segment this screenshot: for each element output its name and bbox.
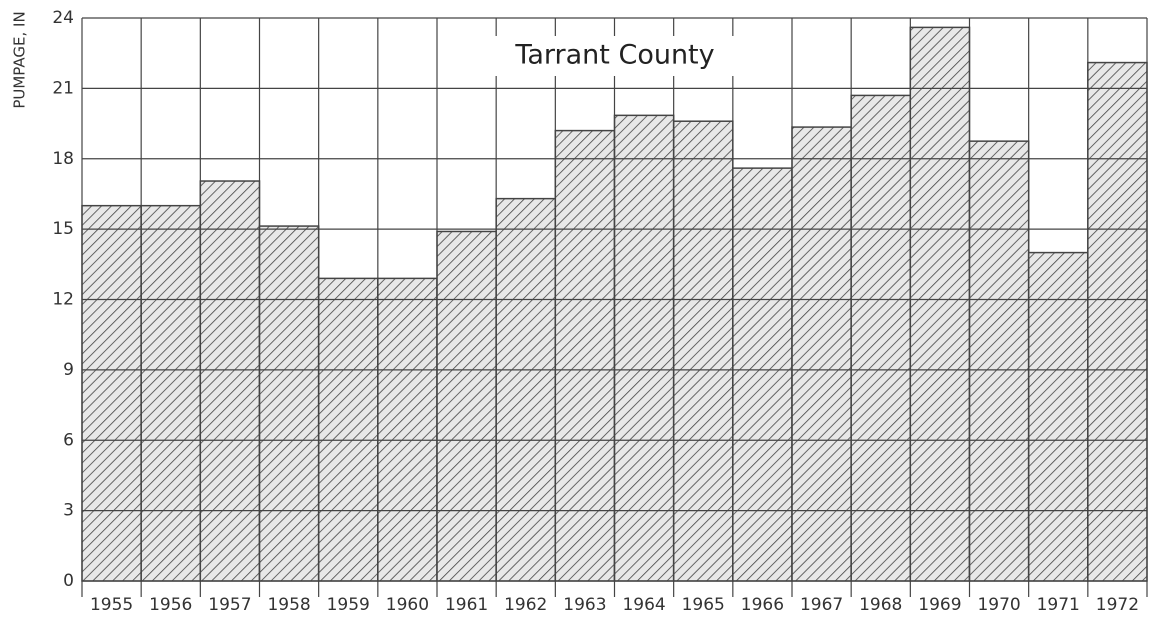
bar bbox=[1087, 61, 1148, 582]
x-tick-label: 1959 bbox=[327, 595, 370, 615]
x-tick-label: 1960 bbox=[386, 595, 429, 615]
x-tick-label: 1971 bbox=[1037, 595, 1080, 615]
title-box bbox=[495, 36, 735, 76]
bar bbox=[317, 277, 379, 582]
bar bbox=[1027, 251, 1089, 582]
y-tick-label: 15 bbox=[52, 219, 74, 239]
x-tick-label: 1970 bbox=[977, 595, 1020, 615]
x-tick-label: 1964 bbox=[622, 595, 665, 615]
bar bbox=[140, 204, 202, 582]
bar bbox=[377, 277, 438, 582]
x-tick-label: 1966 bbox=[741, 595, 784, 615]
bar bbox=[436, 230, 497, 582]
y-tick-label: 21 bbox=[52, 78, 74, 98]
y-tick-label: 0 bbox=[63, 571, 74, 591]
bar bbox=[909, 26, 971, 582]
x-tick-label: 1969 bbox=[918, 595, 961, 615]
bar bbox=[81, 204, 142, 582]
x-tick-label: 1961 bbox=[445, 595, 488, 615]
bar bbox=[495, 197, 557, 582]
x-tick-label: 1958 bbox=[267, 595, 310, 615]
y-tick-label: 6 bbox=[63, 430, 74, 450]
x-tick-label: 1972 bbox=[1096, 595, 1139, 615]
x-tick-label: 1962 bbox=[504, 595, 547, 615]
y-tick-label: 3 bbox=[63, 501, 74, 521]
bar bbox=[554, 129, 616, 582]
bar bbox=[199, 180, 261, 582]
y-tick-label: 18 bbox=[52, 149, 74, 169]
x-tick-label: 1957 bbox=[208, 595, 251, 615]
bar bbox=[791, 126, 852, 582]
x-tick-label: 1963 bbox=[563, 595, 606, 615]
x-tick-label: 1965 bbox=[682, 595, 725, 615]
x-tick-label: 1968 bbox=[859, 595, 902, 615]
x-tick-label: 1967 bbox=[800, 595, 843, 615]
y-axis-label: PUMPAGE, IN bbox=[11, 11, 29, 108]
y-tick-label: 9 bbox=[63, 360, 74, 380]
bar bbox=[968, 140, 1030, 582]
chart-title: Tarrant County bbox=[514, 40, 714, 71]
bar bbox=[613, 114, 675, 582]
bar bbox=[258, 225, 320, 582]
y-tick-label: 24 bbox=[52, 8, 74, 28]
x-tick-label: 1955 bbox=[90, 595, 133, 615]
bar bbox=[672, 120, 734, 582]
x-tick-label: 1956 bbox=[149, 595, 192, 615]
y-tick-label: 12 bbox=[52, 290, 74, 310]
bar bbox=[732, 167, 793, 582]
bar bbox=[850, 94, 912, 582]
